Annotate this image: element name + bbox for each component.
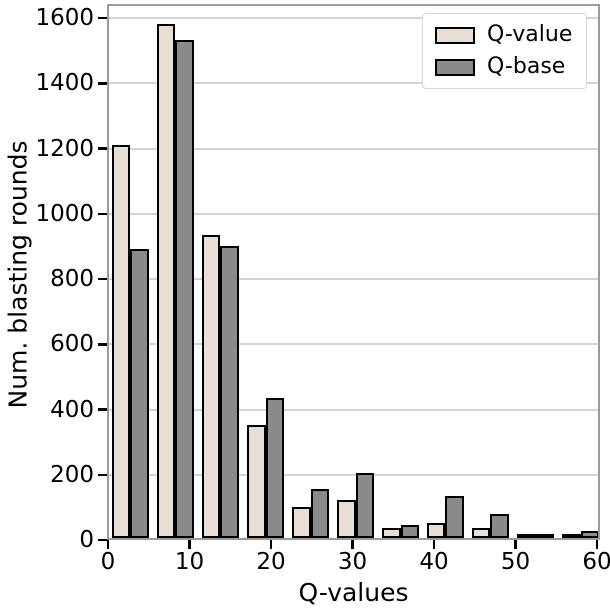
bar-qbase-bin10 (580, 531, 598, 538)
bar-qbase-bin2 (220, 246, 239, 538)
legend: Q-value Q-base (422, 13, 588, 89)
y-tick-1200 (98, 147, 107, 150)
x-tick-0 (106, 540, 110, 549)
y-tick-label-600: 600 (50, 331, 94, 358)
y-tick-600 (98, 343, 107, 346)
gridline-y-1000 (109, 212, 598, 215)
bar-qbase-bin5 (355, 472, 374, 538)
bar-qbase-bin4 (310, 489, 330, 538)
y-tick-0 (98, 538, 107, 542)
plot-area (107, 4, 600, 540)
x-tick-label-20: 20 (256, 549, 286, 575)
bar-qbase-bin0 (130, 249, 149, 538)
y-tick-800 (98, 277, 107, 281)
legend-item-q-value: Q-value (435, 23, 572, 47)
y-tick-1000 (98, 212, 107, 215)
x-axis-label: Q-values (298, 578, 409, 607)
bar-qbase-bin9 (535, 534, 554, 538)
bar-qvalue-bin5 (337, 500, 356, 538)
y-tick-1400 (98, 82, 107, 85)
y-tick-label-1000: 1000 (35, 200, 94, 227)
bar-qvalue-bin10 (562, 534, 581, 538)
bar-qvalue-bin7 (426, 523, 446, 538)
y-tick-1600 (98, 16, 107, 20)
x-tick-50 (514, 540, 517, 549)
x-tick-label-60: 60 (582, 549, 610, 575)
y-tick-label-1600: 1600 (35, 5, 94, 31)
x-tick-label-30: 30 (337, 549, 368, 575)
x-tick-10 (188, 540, 191, 549)
y-tick-label-200: 200 (50, 461, 94, 488)
y-tick-label-400: 400 (50, 396, 94, 423)
gridline-y-1200 (109, 147, 598, 150)
y-tick-400 (98, 408, 107, 411)
x-tick-60 (595, 540, 599, 549)
y-tick-label-800: 800 (50, 266, 94, 292)
y-tick-200 (98, 473, 107, 476)
y-tick-label-0: 0 (79, 527, 94, 553)
gridline-y-200 (109, 473, 598, 476)
gridline-y-600 (109, 343, 598, 346)
bar-qbase-bin7 (445, 495, 464, 538)
bar-qvalue-bin2 (201, 234, 221, 538)
gridline-y-1400 (109, 82, 598, 85)
bar-qvalue-bin1 (156, 24, 176, 538)
x-tick-label-0: 0 (100, 549, 116, 575)
bar-qvalue-bin8 (471, 528, 491, 538)
y-tick-label-1400: 1400 (35, 70, 94, 97)
bar-qvalue-bin3 (247, 425, 266, 538)
legend-swatch-q-value (435, 26, 475, 44)
gridline-y-800 (109, 278, 598, 280)
y-tick-label-1200: 1200 (35, 135, 94, 162)
x-tick-40 (432, 540, 436, 549)
legend-swatch-q-base (435, 58, 475, 76)
bar-qvalue-bin4 (292, 507, 311, 538)
x-tick-20 (269, 540, 273, 549)
legend-label-q-base: Q-base (487, 54, 566, 79)
legend-item-q-base: Q-base (435, 55, 572, 79)
x-tick-label-40: 40 (419, 549, 449, 575)
bar-qvalue-bin9 (516, 534, 536, 538)
bar-qbase-bin3 (265, 397, 285, 538)
bar-qbase-bin6 (400, 524, 419, 538)
bar-qvalue-bin0 (111, 144, 131, 538)
bar-qvalue-bin6 (382, 528, 401, 538)
x-tick-label-10: 10 (174, 549, 205, 575)
bar-qbase-bin1 (175, 40, 194, 538)
x-tick-30 (351, 540, 354, 549)
gridline-y-400 (109, 408, 598, 411)
gridline-y-1600 (109, 17, 598, 19)
legend-label-q-value: Q-value (487, 22, 573, 47)
x-tick-label-50: 50 (500, 549, 531, 575)
bar-qbase-bin8 (490, 513, 509, 538)
